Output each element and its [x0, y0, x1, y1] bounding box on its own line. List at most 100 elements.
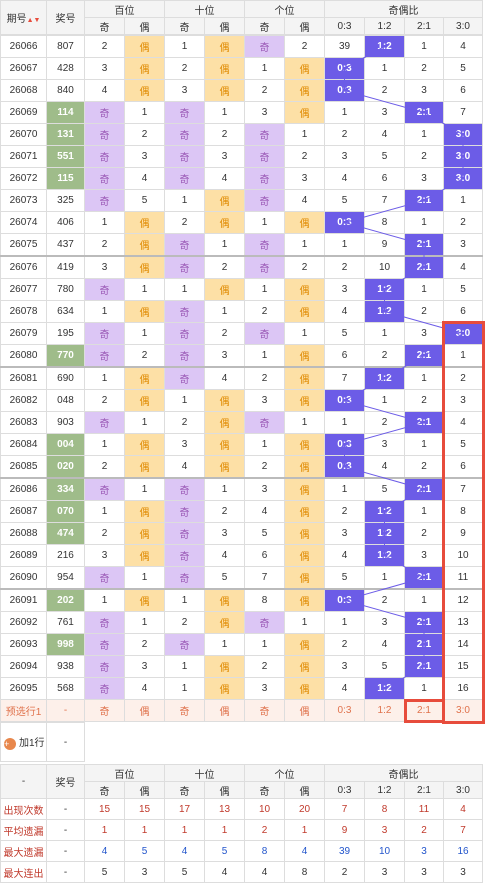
- parity-cell: 偶: [284, 544, 325, 567]
- ratio-cell: 4: [364, 123, 405, 146]
- parity-cell: 2: [284, 255, 325, 279]
- ratio-cell: 8: [364, 211, 405, 234]
- prize-cell: 938: [46, 655, 85, 678]
- ratio-cell: 4: [443, 411, 483, 434]
- parity-cell: 偶: [204, 411, 245, 434]
- parity-cell: 2: [284, 35, 325, 58]
- ratio-cell: 6: [443, 455, 483, 479]
- ratio-cell: 3: [443, 233, 483, 257]
- table-row: 26066 807 2 偶 1 偶奇 2 39 1:2 1 4: [0, 35, 483, 58]
- parity-cell: 奇: [164, 255, 205, 279]
- ratio-cell: 2: [364, 588, 405, 612]
- parity-cell: 2: [244, 455, 285, 479]
- sub-odd: 奇: [244, 17, 285, 35]
- stats-value: 5: [84, 861, 125, 883]
- preselect-cell[interactable]: 0:3: [324, 699, 365, 722]
- parity-cell: 偶: [284, 433, 325, 456]
- stats-value: 1: [164, 819, 205, 841]
- ratio-cell: 4: [443, 255, 483, 279]
- ratio-cell: 4: [364, 455, 405, 479]
- period-cell: 26074: [0, 211, 47, 234]
- stats-value: 4: [443, 798, 483, 820]
- plus-icon: +: [4, 737, 16, 750]
- stats-value: 15: [84, 798, 125, 820]
- parity-cell: 5: [124, 189, 165, 212]
- preselect-cell[interactable]: 偶: [204, 699, 245, 722]
- parity-cell: 2: [164, 57, 205, 80]
- parity-cell: 偶: [204, 278, 245, 301]
- preselect-cell[interactable]: 偶: [284, 699, 325, 722]
- parity-cell: 奇: [164, 233, 205, 257]
- ratio-cell: 3: [324, 145, 365, 168]
- preselect-cell[interactable]: 奇: [164, 699, 205, 722]
- prize-cell: 903: [46, 411, 85, 434]
- preselect-cell[interactable]: 偶: [124, 699, 165, 722]
- ratio-cell: 3:0: [443, 322, 483, 345]
- parity-cell: 2: [204, 255, 245, 279]
- parity-cell: 偶: [124, 500, 165, 523]
- ratio-cell: 3:0: [443, 167, 483, 190]
- ratio-cell: 13: [443, 611, 483, 634]
- add-row-button[interactable]: + 加1行: [0, 722, 47, 762]
- parity-cell: 4: [124, 677, 165, 700]
- preselect-cell[interactable]: 奇: [84, 699, 125, 722]
- parity-cell: 偶: [204, 79, 245, 102]
- parity-cell: 1: [204, 477, 245, 501]
- sub-odd: 奇: [84, 781, 125, 799]
- parity-cell: 2: [204, 500, 245, 523]
- ratio-cell: 0:3: [324, 79, 365, 102]
- stats-value: 1: [204, 819, 245, 841]
- preselect-row[interactable]: 预选行1 - 奇 偶 奇 偶 奇 偶 0:3 1:2 2:1 3:0: [0, 699, 483, 722]
- preselect-cell[interactable]: 1:2: [364, 699, 405, 722]
- parity-cell: 偶: [204, 389, 245, 412]
- table-row: 26074 406 1 偶 2 偶 1 偶 0:3 8 1 2: [0, 211, 483, 234]
- parity-cell: 奇: [164, 123, 205, 146]
- add-row-dash: -: [46, 722, 85, 762]
- ratio-cell: 0:3: [324, 211, 365, 234]
- prize-cell: 634: [46, 300, 85, 323]
- prize-cell: 437: [46, 233, 85, 257]
- parity-cell: 偶: [124, 366, 165, 390]
- ratio-cell: 1: [324, 233, 365, 257]
- parity-cell: 8: [244, 588, 285, 612]
- table-row: 26071 551 奇 3 奇 3 奇 2 3 5 2 3:0: [0, 145, 483, 168]
- parity-cell: 偶: [204, 433, 245, 456]
- preselect-cell[interactable]: 奇: [244, 699, 285, 722]
- ratio-cell: 8: [443, 500, 483, 523]
- period-cell: 26093: [0, 633, 47, 656]
- table-row: 26093 998 奇 2 奇 1 1 偶 2 4 2:1 14: [0, 633, 483, 656]
- parity-cell: 偶: [284, 500, 325, 523]
- parity-cell: 1: [284, 123, 325, 146]
- parity-cell: 偶: [284, 344, 325, 368]
- ratio-cell: 1: [364, 389, 405, 412]
- period-cell: 26091: [0, 588, 47, 612]
- parity-cell: 偶: [284, 566, 325, 590]
- preselect-cell[interactable]: 2:1: [404, 699, 444, 722]
- preselect-cell[interactable]: 3:0: [443, 699, 483, 722]
- prize-cell: 998: [46, 633, 85, 656]
- stats-value: 8: [244, 840, 285, 862]
- ratio-cell: 2: [404, 389, 444, 412]
- table-row: 26082 048 2 偶 1 偶 3 偶 0:3 1 2 3: [0, 389, 483, 412]
- period-cell: 26071: [0, 145, 47, 168]
- preselect-dash: -: [46, 699, 85, 722]
- col-period-header[interactable]: 期号▲▼: [0, 0, 47, 35]
- stats-value: 3: [124, 861, 165, 883]
- parity-cell: 2: [204, 322, 245, 345]
- parity-cell: 偶: [124, 588, 165, 612]
- period-cell: 26087: [0, 500, 47, 523]
- ratio-cell: 6: [324, 344, 365, 368]
- parity-cell: 奇: [244, 611, 285, 634]
- ratio-cell: 4: [324, 167, 365, 190]
- parity-cell: 奇: [84, 189, 125, 212]
- ratio-cell: 5: [443, 57, 483, 80]
- parity-cell: 1: [164, 677, 205, 700]
- stats-dash: -: [46, 819, 85, 841]
- prize-cell: 195: [46, 322, 85, 345]
- parity-cell: 3: [204, 145, 245, 168]
- parity-cell: 偶: [124, 211, 165, 234]
- ratio-cell: 5: [364, 145, 405, 168]
- sort-icon[interactable]: ▲▼: [26, 17, 41, 24]
- ratio-cell: 9: [364, 233, 405, 257]
- stats-value: 10: [244, 798, 285, 820]
